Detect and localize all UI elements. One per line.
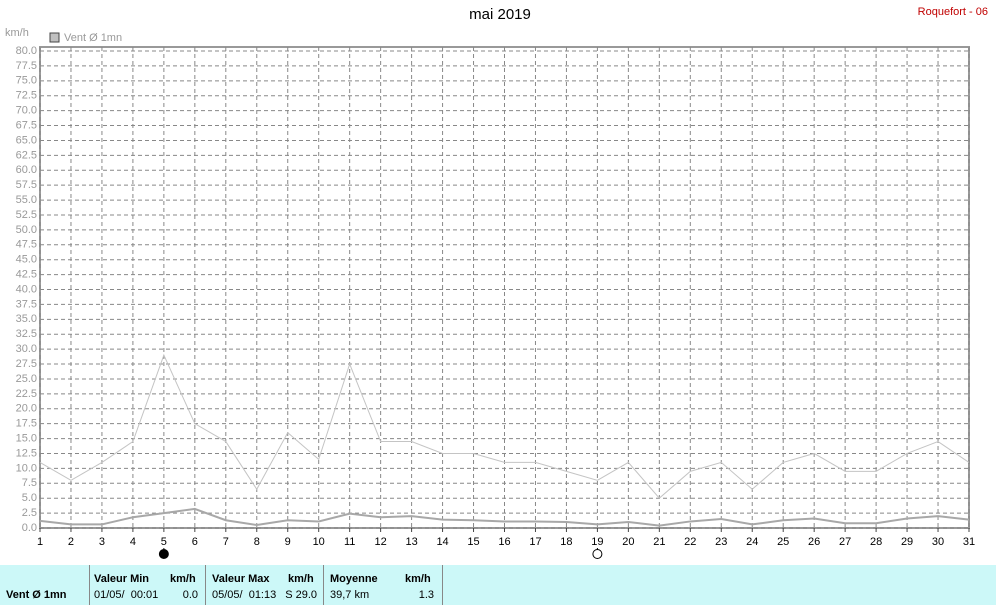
summary-label: Vent Ø 1mn	[6, 589, 67, 601]
x-tick-label: 14	[436, 536, 448, 548]
min-value: 0.0	[182, 589, 198, 601]
legend-label: Vent Ø 1mn	[64, 32, 122, 44]
y-tick-label: 57.5	[16, 179, 37, 191]
y-tick-label: 50.0	[16, 224, 37, 236]
x-tick-label: 7	[223, 536, 229, 548]
mean-unit: km/h	[405, 573, 431, 585]
x-tick-label: 1	[37, 536, 43, 548]
x-tick-label: 29	[901, 536, 913, 548]
y-tick-label: 77.5	[16, 60, 37, 72]
x-tick-label: 2	[68, 536, 74, 548]
x-tick-label: 28	[870, 536, 882, 548]
y-tick-label: 45.0	[16, 254, 37, 266]
mean-distance: 39,7 km	[330, 589, 370, 601]
mean-title: Moyenne	[330, 573, 378, 585]
separator	[442, 565, 443, 605]
y-tick-label: 65.0	[16, 134, 37, 146]
x-tick-label: 23	[715, 536, 727, 548]
x-tick-label: 19	[591, 536, 603, 548]
max-value: S 29.0	[285, 589, 317, 601]
x-tick-label: 22	[684, 536, 696, 548]
y-tick-label: 37.5	[16, 298, 37, 310]
min-date: 01/05/ 00:01	[94, 589, 159, 601]
day-marker	[592, 549, 603, 559]
x-tick-label: 3	[99, 536, 105, 548]
x-tick-label: 21	[653, 536, 665, 548]
summary-panel: Vent Ø 1mn Valeur Min km/h 01/05/ 00:01 …	[0, 565, 996, 605]
y-tick-label: 12.5	[16, 447, 37, 459]
separator	[205, 565, 206, 605]
y-tick-label: 75.0	[16, 75, 37, 87]
max-unit: km/h	[288, 573, 314, 585]
y-tick-label: 70.0	[16, 105, 37, 117]
x-tick-label: 8	[254, 536, 260, 548]
y-tick-label: 52.5	[16, 209, 37, 221]
series-line	[39, 353, 970, 499]
day-marker	[158, 549, 169, 559]
y-unit: km/h	[5, 27, 29, 39]
x-tick-label: 18	[560, 536, 572, 548]
x-tick-label: 6	[192, 536, 198, 548]
y-tick-label: 30.0	[16, 343, 37, 355]
y-tick-label: 5.0	[22, 492, 37, 504]
y-tick-label: 80.0	[16, 45, 37, 57]
x-tick-label: 20	[622, 536, 634, 548]
series-line	[39, 507, 970, 527]
x-tick-label: 31	[963, 536, 975, 548]
x-tick-label: 15	[467, 536, 479, 548]
y-tick-label: 72.5	[16, 90, 37, 102]
station: Roquefort - 06	[918, 6, 988, 18]
y-tick-label: 67.5	[16, 119, 37, 131]
y-tick-label: 47.5	[16, 239, 37, 251]
legend-swatch	[49, 32, 60, 43]
x-tick-label: 5	[161, 536, 167, 548]
x-tick-label: 25	[777, 536, 789, 548]
chart: mai 2019 Roquefort - 06 km/h Vent Ø 1mn …	[5, 6, 988, 559]
y-tick-label: 10.0	[16, 462, 37, 474]
y-tick-label: 17.5	[16, 418, 37, 430]
x-tick-label: 17	[529, 536, 541, 548]
y-tick-label: 15.0	[16, 432, 37, 444]
mean-value: 1.3	[418, 589, 434, 601]
max-date: 05/05/ 01:13	[212, 589, 277, 601]
separator	[89, 565, 90, 605]
min-unit: km/h	[170, 573, 196, 585]
y-tick-label: 35.0	[16, 313, 37, 325]
y-tick-label: 32.5	[16, 328, 37, 340]
x-tick-label: 11	[344, 536, 355, 548]
x-tick-label: 16	[498, 536, 510, 548]
x-tick-label: 27	[839, 536, 851, 548]
x-tick-label: 13	[405, 536, 417, 548]
x-tick-label: 26	[808, 536, 820, 548]
y-tick-label: 27.5	[16, 358, 37, 370]
y-tick-label: 25.0	[16, 373, 37, 385]
y-tick-label: 2.5	[22, 507, 37, 519]
y-tick-label: 62.5	[16, 149, 37, 161]
x-tick-label: 30	[932, 536, 944, 548]
x-tick-label: 24	[746, 536, 758, 548]
y-tick-label: 55.0	[16, 194, 37, 206]
y-tick-label: 20.0	[16, 403, 37, 415]
y-tick-label: 22.5	[16, 388, 37, 400]
x-tick-label: 4	[130, 536, 136, 548]
chart-title: mai 2019	[469, 6, 531, 23]
y-tick-label: 0.0	[22, 522, 37, 534]
y-tick-label: 42.5	[16, 269, 37, 281]
x-tick-label: 9	[285, 536, 291, 548]
separator	[323, 565, 324, 605]
x-tick-label: 12	[375, 536, 387, 548]
x-tick-label: 10	[313, 536, 325, 548]
y-tick-label: 7.5	[22, 477, 37, 489]
max-title: Valeur Max	[212, 573, 270, 585]
y-tick-label: 40.0	[16, 283, 37, 295]
min-title: Valeur Min	[94, 573, 150, 585]
y-tick-label: 60.0	[16, 164, 37, 176]
